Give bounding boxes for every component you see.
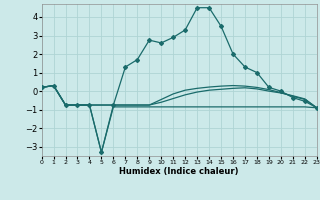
X-axis label: Humidex (Indice chaleur): Humidex (Indice chaleur) — [119, 167, 239, 176]
